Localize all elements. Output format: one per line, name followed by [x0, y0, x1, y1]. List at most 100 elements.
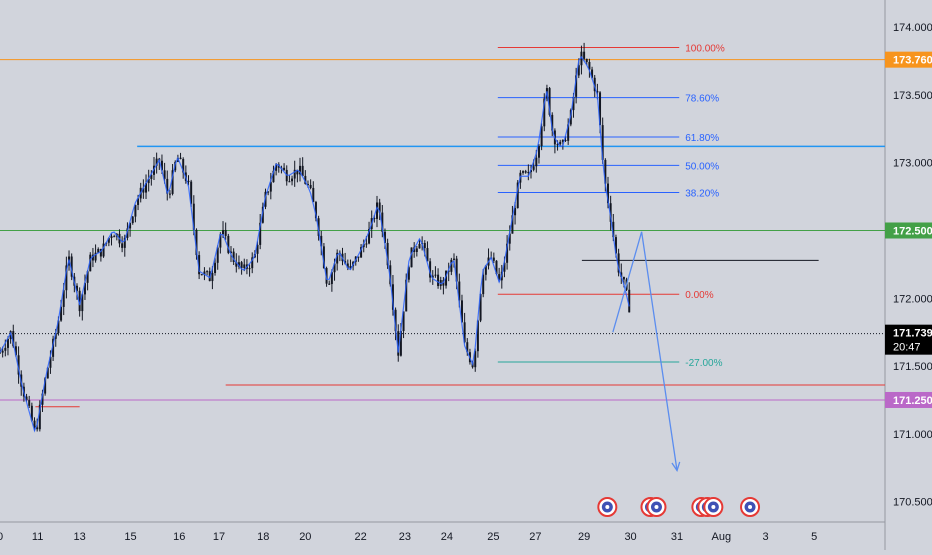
price-label-value: 172.500 — [893, 225, 932, 237]
economic-event-icon — [740, 497, 761, 517]
candle-body — [227, 235, 230, 253]
price-label-box — [885, 324, 932, 355]
candle-body — [386, 242, 389, 266]
candle-body — [527, 172, 530, 174]
candle-body — [378, 202, 381, 213]
economic-event-icon — [646, 497, 667, 517]
candle-body — [211, 273, 214, 282]
candle-body — [134, 204, 137, 217]
candle-body — [514, 208, 517, 216]
x-tick-label: 13 — [74, 531, 86, 543]
candle-body — [65, 265, 68, 291]
candle-body — [453, 258, 456, 260]
x-tick-label: 23 — [399, 531, 411, 543]
x-tick-label: 5 — [811, 531, 817, 543]
candle-body — [333, 263, 336, 273]
x-tick-label: 31 — [671, 531, 683, 543]
candle-body — [62, 290, 65, 307]
event-flag-dot — [654, 505, 659, 509]
candle-body — [455, 258, 458, 282]
candle-body — [535, 157, 538, 167]
projection-arrow-head — [671, 461, 681, 472]
candle-body — [75, 285, 78, 291]
candle-body — [383, 231, 386, 243]
candle-body — [495, 260, 498, 275]
candle-body — [577, 65, 580, 76]
y-tick-label: 172.000 — [893, 293, 932, 305]
candle-body — [368, 229, 371, 244]
price-label-value: 171.739 — [893, 328, 932, 340]
candle-body — [312, 187, 315, 203]
x-tick-label: 27 — [529, 531, 541, 543]
price-label-value: 171.250 — [893, 395, 932, 407]
candle-body — [168, 193, 171, 195]
candle-body — [36, 427, 39, 430]
candle-body — [44, 378, 47, 394]
candle-body — [160, 160, 163, 171]
candle-body — [293, 169, 296, 179]
candle-body — [606, 183, 609, 204]
candle-body — [33, 420, 36, 428]
candle-body — [70, 256, 73, 277]
candle-body — [484, 265, 487, 275]
x-tick-label: Aug — [711, 531, 731, 543]
candle-body — [394, 309, 397, 332]
candle-body — [206, 271, 209, 273]
candle-body — [248, 268, 251, 270]
candle-body — [426, 248, 429, 262]
economic-event-icon — [597, 497, 618, 517]
candle-body — [460, 300, 463, 323]
candle-body — [150, 174, 153, 179]
candle-body — [296, 169, 299, 175]
price-label-box — [885, 51, 932, 68]
candle-body — [588, 61, 591, 70]
event-flag-dot — [605, 505, 610, 509]
candle-body — [447, 270, 450, 272]
candle-body — [129, 222, 132, 229]
candle-body — [599, 92, 602, 126]
candle-body — [476, 320, 479, 352]
candle-body — [30, 405, 33, 421]
candle-body — [203, 271, 206, 275]
candle-body — [591, 69, 594, 78]
candle-body — [182, 158, 185, 173]
candle-body — [38, 404, 41, 430]
candle-body — [269, 182, 272, 192]
candle-body — [567, 124, 570, 141]
candle-body — [309, 184, 312, 188]
candle-body — [0, 352, 1, 354]
y-tick-label: 173.500 — [893, 90, 932, 102]
candle-body — [604, 159, 607, 184]
x-tick-label: 20 — [299, 531, 311, 543]
candle-body — [99, 248, 102, 257]
candle-body — [431, 275, 434, 278]
fib-level-label: 100.00% — [685, 43, 725, 54]
candle-body — [572, 96, 575, 111]
candle-body — [224, 230, 227, 236]
candle-body — [81, 294, 84, 312]
candle-body — [537, 146, 540, 158]
candle-body — [551, 114, 554, 131]
candle-body — [314, 202, 317, 219]
candle-body — [110, 236, 113, 238]
fib-level-label: 0.00% — [685, 290, 713, 301]
x-tick-label: 25 — [487, 531, 499, 543]
candle-body — [479, 294, 482, 321]
event-flag-dot — [711, 505, 716, 509]
candle-body — [49, 356, 52, 368]
candle-body — [328, 283, 331, 285]
x-tick-label: 18 — [257, 531, 269, 543]
candle-body — [365, 243, 368, 245]
candle-body — [291, 178, 294, 182]
candle-body — [410, 247, 413, 268]
candle-body — [41, 393, 44, 405]
price-label-value: 173.760 — [893, 55, 932, 67]
candle-body — [214, 262, 217, 274]
candle-body — [511, 215, 514, 234]
candle-body — [275, 164, 278, 171]
candle-body — [1, 350, 4, 353]
candle-body — [609, 203, 612, 222]
candle-body — [137, 198, 140, 205]
candle-body — [102, 243, 105, 257]
